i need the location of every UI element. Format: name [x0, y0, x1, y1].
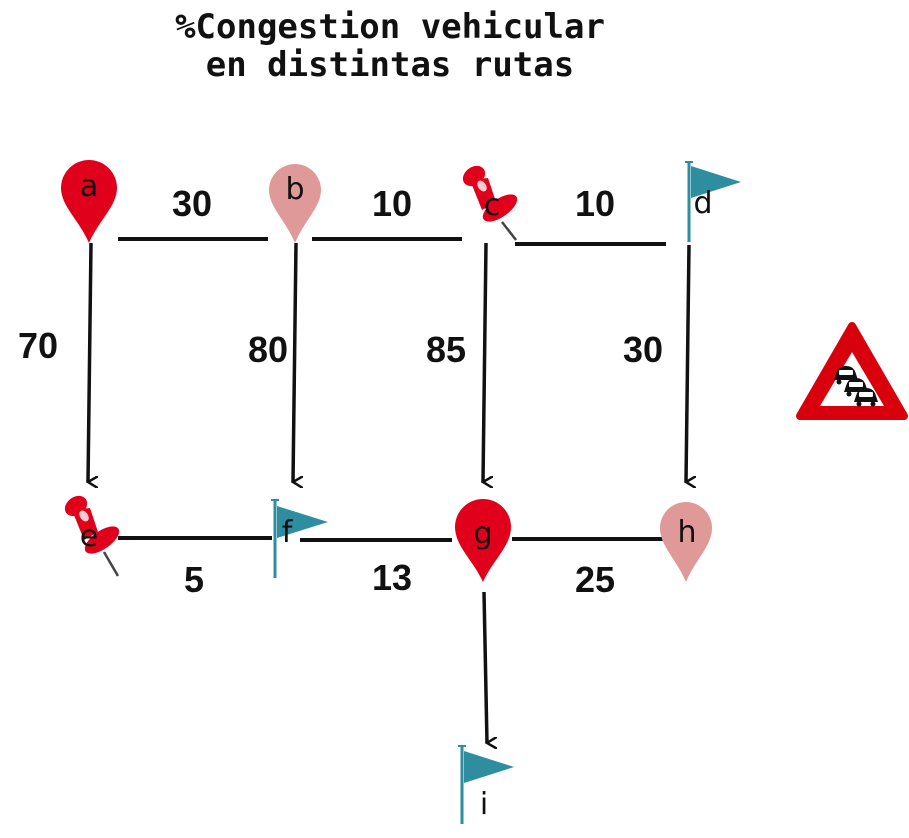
flag-icon: [458, 745, 514, 824]
map-pin-icon: [269, 164, 321, 243]
node-label-d: d: [693, 186, 712, 221]
diagram-title: %Congestion vehicular en distintas rutas: [0, 8, 780, 84]
title-line-1: %Congestion vehicular: [175, 7, 605, 47]
node-f[interactable]: f: [271, 499, 328, 578]
node-label-f: f: [282, 515, 294, 550]
node-label-a: a: [80, 169, 98, 204]
pushpin-icon: [462, 165, 518, 241]
edge-g-i: [482, 591, 487, 743]
flag-icon: [271, 499, 328, 578]
edges: [88, 237, 689, 743]
node-i[interactable]: i: [458, 745, 514, 824]
edge-label-b-c: 10: [372, 183, 412, 224]
map-pin-icon: [455, 499, 511, 582]
node-label-b: b: [285, 172, 304, 207]
edge-d-h: [686, 244, 689, 482]
pushpin-icon: [64, 495, 120, 577]
node-h[interactable]: h: [660, 502, 712, 582]
edge-label-a-e: 70: [18, 325, 58, 366]
node-label-i: i: [480, 787, 488, 822]
node-c[interactable]: c: [459, 162, 522, 241]
node-label-h: h: [677, 515, 696, 550]
edge-c-g: [483, 242, 486, 482]
flag-icon: [685, 161, 741, 242]
edge-label-f-g: 13: [372, 557, 412, 598]
edge-label-a-b: 30: [172, 183, 212, 224]
edge-b-f: [293, 242, 296, 482]
node-label-c: c: [484, 188, 501, 223]
edge-label-d-h: 30: [623, 329, 663, 370]
node-label-e: e: [80, 519, 98, 554]
nodes: a b c d: [61, 160, 741, 824]
node-e[interactable]: e: [61, 492, 124, 577]
edge-label-c-g: 85: [426, 329, 466, 370]
map-pin-icon: [660, 502, 712, 582]
edge-label-g-h: 25: [575, 559, 615, 600]
node-g[interactable]: g: [455, 499, 511, 582]
traffic-jam-warning-icon: [796, 322, 908, 420]
title-line-2: en distintas rutas: [205, 45, 575, 85]
map-pin-icon: [61, 160, 117, 243]
edge-labels: 30 10 10 70 80 85 30 5 13 25: [18, 183, 663, 600]
edge-label-e-f: 5: [184, 559, 204, 600]
node-a[interactable]: a: [61, 160, 117, 243]
edge-label-b-f: 80: [248, 329, 288, 370]
node-label-g: g: [473, 516, 492, 551]
node-d[interactable]: d: [685, 161, 741, 242]
edge-label-c-d: 10: [575, 183, 615, 224]
node-b[interactable]: b: [269, 164, 321, 243]
edge-a-e: [88, 242, 91, 482]
